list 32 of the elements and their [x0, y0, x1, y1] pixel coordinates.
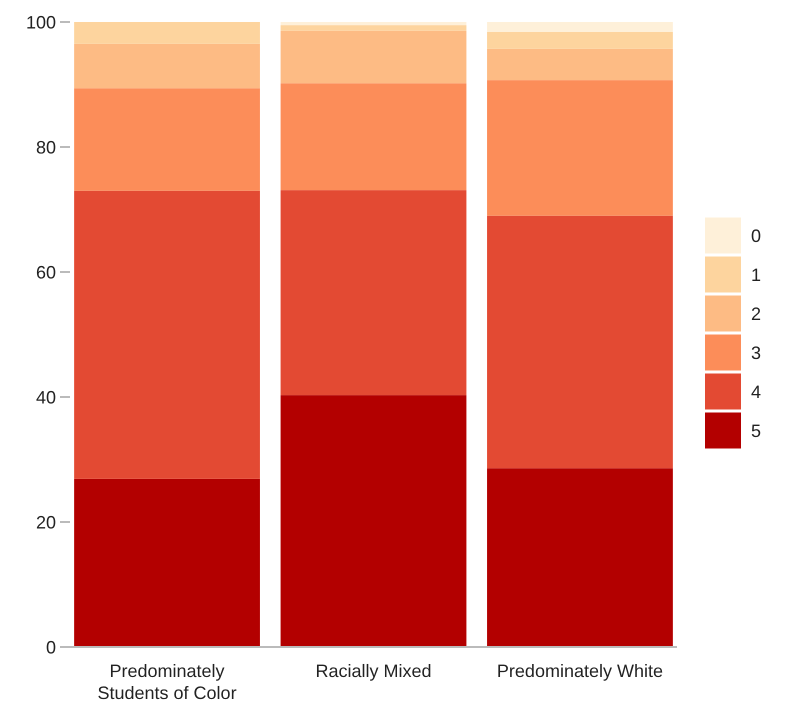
bar — [487, 48, 673, 80]
x-tick-label: Predominately White — [496, 661, 663, 681]
bar — [74, 88, 260, 191]
legend-label: 3 — [751, 342, 762, 363]
bar — [74, 44, 260, 88]
legend-label: 2 — [751, 304, 762, 324]
bar — [74, 190, 260, 479]
bar — [280, 30, 466, 84]
y-tick-label: 20 — [36, 512, 56, 532]
bar — [280, 83, 466, 190]
legend-label: 4 — [751, 382, 762, 402]
bar — [280, 25, 466, 31]
y-tick-label: 60 — [36, 262, 56, 282]
bar — [487, 32, 673, 49]
bar — [487, 22, 673, 32]
legend-label: 0 — [751, 226, 762, 246]
bar — [487, 468, 673, 647]
x-tick-label: Predominately Students of Color — [98, 661, 237, 703]
bar — [280, 395, 466, 647]
legend-label: 5 — [751, 420, 762, 441]
bar — [280, 190, 466, 396]
bar — [487, 216, 673, 468]
bar — [74, 478, 260, 647]
legend-label: 1 — [751, 264, 762, 285]
y-tick-label: 100 — [26, 12, 56, 32]
bar — [280, 22, 466, 26]
y-tick-label: 40 — [36, 387, 56, 408]
bar — [487, 80, 673, 216]
y-tick-label: 0 — [46, 637, 56, 658]
bar — [74, 22, 260, 44]
x-tick-label: Racially Mixed — [315, 661, 432, 681]
y-tick-label: 80 — [36, 137, 56, 158]
